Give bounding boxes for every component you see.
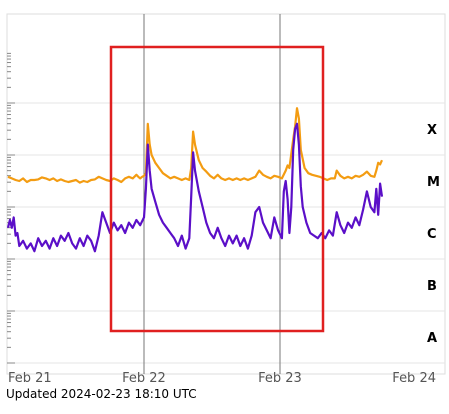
series-line-1	[6, 122, 384, 253]
flare-class-label: C	[427, 227, 437, 242]
flare-class-labels: X M C B A	[427, 123, 440, 346]
updated-timestamp: Updated 2024-02-23 18:10 UTC	[6, 387, 197, 401]
x-tick-label: Feb 24	[392, 371, 436, 386]
plot-area	[6, 13, 446, 375]
day-separators	[143, 14, 281, 374]
x-tick-label: Feb 23	[258, 371, 302, 386]
x-tick-label: Feb 22	[122, 371, 166, 386]
flare-class-label: X	[427, 123, 437, 138]
x-tick-label: Feb 21	[8, 371, 52, 386]
flare-class-label: A	[427, 331, 437, 346]
highlight-box	[109, 45, 325, 333]
flare-class-label: B	[427, 279, 437, 294]
grid	[7, 102, 445, 364]
x-tick-labels: Feb 21 Feb 22 Feb 23 Feb 24	[8, 371, 436, 386]
flare-class-label: M	[427, 175, 440, 190]
y-tick-marks	[7, 52, 15, 364]
